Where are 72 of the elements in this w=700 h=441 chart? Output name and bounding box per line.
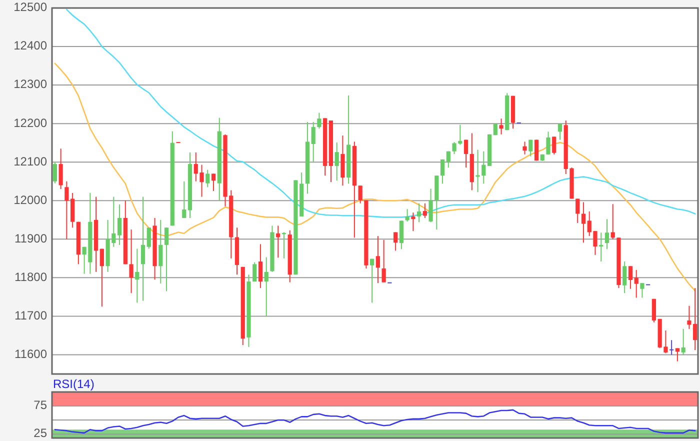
candlestick [405,208,410,222]
candlestick [211,173,216,192]
candlestick [135,248,140,304]
candlestick [382,239,386,283]
candlestick [264,256,268,317]
candlestick [140,196,146,302]
y-tick-label: 12100 [14,154,48,168]
candlestick [58,148,63,190]
candlestick [340,135,345,186]
candlestick [640,282,644,298]
candlestick [446,150,450,168]
candlestick [546,131,550,155]
candlestick [687,305,692,330]
candlestick [675,348,680,362]
candlestick [358,185,362,204]
y-tick-label: 12000 [14,192,48,207]
candlestick [117,204,122,246]
candlestick [670,340,674,356]
candlestick [581,202,586,244]
candlestick [64,180,69,240]
candlestick [652,298,656,323]
y-tick-label: 25 [34,426,48,440]
candlestick [129,229,134,294]
candlestick [599,232,604,262]
candlestick [334,142,339,182]
candlestick [376,236,380,284]
line-series [54,409,696,434]
chart-title: RSI(14) [53,377,94,391]
candlestick [558,123,562,140]
candlestick [311,122,316,162]
candlestick [440,158,445,184]
candlestick [464,139,468,168]
candlestick [576,198,580,224]
candlestick [146,227,151,250]
candlestick [552,136,556,155]
candlestick [499,118,504,135]
candlestick [258,244,263,289]
candlestick [622,261,627,294]
candlestick [164,227,169,292]
candlestick [399,220,404,250]
y-tick-label: 12200 [14,116,48,130]
y-tick-label: 11700 [14,308,48,322]
candlestick [411,212,416,232]
y-tick-label: 12400 [14,38,48,53]
candlestick [610,204,615,240]
candlestick [206,169,210,188]
candlestick [528,139,533,157]
candlestick [634,269,638,298]
candlestick [70,192,75,228]
line-series [54,62,696,292]
candlestick [604,218,610,250]
candlestick [394,232,398,252]
candlestick [100,248,104,308]
candlestick [628,266,633,290]
candlestick [370,258,374,304]
candlestick [317,112,322,130]
y-tick-label: 11600 [14,346,48,361]
candlestick [522,141,527,155]
y-tick-label: 11900 [14,231,48,246]
candlestick [252,262,257,282]
y-tick-label: 75 [34,398,48,412]
candlestick [681,328,686,356]
candlestick [52,162,57,184]
candlestick [416,202,422,223]
y-tick-label: 11800 [14,270,48,284]
candlestick [422,202,427,218]
candlestick [693,288,698,351]
y-tick-label: 12500 [14,0,48,14]
candlestick [428,188,433,223]
y-tick-label: 12300 [14,77,48,92]
candlestick [158,219,163,284]
candlestick [182,180,186,218]
